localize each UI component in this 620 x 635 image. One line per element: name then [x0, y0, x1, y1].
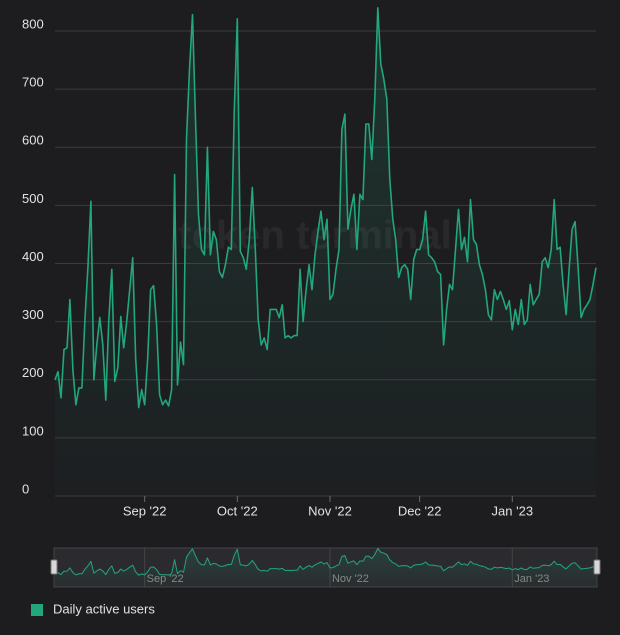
navigator-handle: [50, 559, 58, 575]
area: [55, 548, 596, 587]
legend-swatch: [31, 604, 43, 616]
x-tick-label: Nov '22: [308, 503, 352, 518]
x-tick-label: Jan '23: [492, 503, 534, 518]
y-tick-label: 300: [22, 307, 44, 322]
line: [54, 7, 597, 409]
navigator-handle: [593, 559, 601, 575]
x-tick-label: Dec '22: [398, 503, 442, 518]
area: [55, 7, 596, 497]
y-tick-label: 700: [22, 75, 44, 90]
y-tick-label: 400: [22, 249, 44, 264]
y-tick-label: 800: [22, 16, 44, 31]
y-tick-label: 200: [22, 365, 44, 380]
line: [54, 548, 597, 576]
x-tick-label: Sep '22: [123, 503, 167, 518]
y-tick-label: 100: [22, 423, 44, 438]
y-tick-label: 0: [22, 481, 29, 496]
y-tick-label: 500: [22, 191, 44, 206]
legend-label: Daily active users: [53, 601, 155, 616]
x-tick-label: Oct '22: [217, 503, 258, 518]
y-tick-label: 600: [22, 133, 44, 148]
